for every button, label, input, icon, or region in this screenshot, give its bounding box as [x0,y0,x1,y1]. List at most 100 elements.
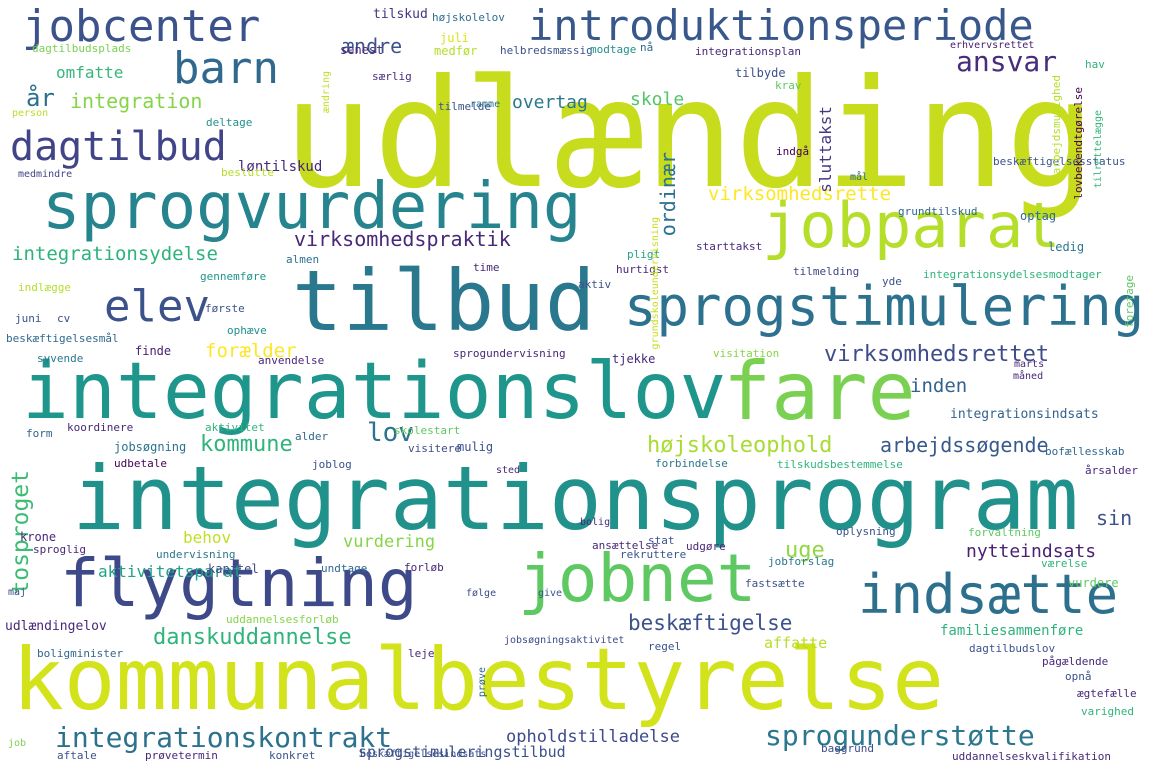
cloud-word: værelse [1041,557,1088,570]
cloud-word: tilrettelægge [1093,110,1104,189]
cloud-word: sluttakst [816,106,835,193]
cloud-word: sprogunderstøtte [765,719,1035,752]
cloud-word: undtage [321,562,368,575]
cloud-word: ændring [321,71,332,114]
cloud-word: virksomhedsrette [708,183,892,205]
cloud-word: tilmelding [793,265,860,278]
cloud-word: syvende [37,352,84,365]
cloud-word: første [205,302,245,315]
cloud-word: arbejdsmulighed [1050,75,1063,175]
cloud-word: grundtilskud [898,205,978,218]
cloud-word: marts [1014,359,1045,370]
cloud-word: anvendelse [258,354,325,367]
cloud-word: regel [648,640,682,653]
cloud-word: opholdstilladelse [506,727,680,747]
cloud-word: skolestart [394,424,461,437]
cloud-word: udgøre [686,540,726,553]
cloud-word: ledig [1048,240,1085,254]
cloud-word: medmindre [18,169,73,180]
cloud-word: behov [183,528,232,547]
cloud-word: sprogstimuleringstilbud [358,743,566,761]
cloud-word: aktivitet [205,421,265,434]
cloud-word: integrationsprogram [72,447,1079,550]
cloud-word: forbindelse [655,457,728,470]
cloud-word: måned [1013,371,1044,382]
cloud-word: beskæftigelsesmål [6,332,119,345]
cloud-word: år [26,84,55,112]
cloud-word: almen [286,253,320,266]
cloud-word: uge [785,538,825,563]
cloud-word: oplysning [836,525,896,538]
cloud-word: udlændingelov [5,619,107,634]
cloud-word: dagtilbudslov [969,642,1056,655]
cloud-word: indlægge [18,281,71,294]
cloud-word: grundskoleundervisning [650,217,661,350]
cloud-word: mulig [457,440,494,454]
cloud-word: skole [630,89,685,110]
cloud-word: koordinere [67,421,134,434]
cloud-word: juni [15,312,42,325]
cloud-word: leje [408,647,435,660]
cloud-word: prøve [477,667,488,698]
cloud-word: gennemføre [200,270,267,283]
cloud-word: indsætte [858,563,1119,626]
cloud-word: integrationsplan [695,45,801,58]
cloud-word: sin [1096,506,1133,530]
cloud-word: integrationsydelsesmodtager [923,268,1102,281]
cloud-word: udbetale [114,457,167,470]
cloud-word: medfør [434,44,478,58]
cloud-word: tjekke [612,352,656,366]
cloud-word: flygtning [60,545,418,622]
cloud-word: person [12,108,49,119]
cloud-word: vurdere [1068,576,1119,590]
cloud-word: højskoleophold [647,433,833,458]
cloud-word: maj [8,587,27,598]
cloud-word: boligminister [37,647,124,660]
cloud-word: aftale [57,749,97,762]
cloud-word: juli [440,31,469,45]
cloud-word: elev [104,281,210,332]
cloud-word: time [473,261,500,274]
cloud-word: joblog [312,458,352,471]
cloud-word: baggrund [821,742,874,755]
cloud-word: kapitel [208,562,259,576]
cloud-word: job [8,738,27,749]
cloud-word: visitere [408,442,461,455]
cloud-word: nytteindsats [966,541,1097,562]
cloud-word: følge [466,588,497,599]
cloud-word: virksomhedsrettet [824,342,1050,367]
cloud-word: pligt [627,248,661,261]
cloud-word: ændre [342,34,403,58]
cloud-word: krav [775,79,802,92]
cloud-word: ægtefælle [1077,687,1137,700]
cloud-word: integrationskontrakt [55,721,393,754]
cloud-word: modtage [590,43,637,56]
cloud-word: jobforslag [768,555,835,568]
cloud-word: barn [173,43,279,94]
cloud-word: fare [723,345,916,438]
cloud-word: alder [295,430,329,443]
cloud-word: forælder [205,340,297,362]
cloud-word: sprogstimulering [624,275,1145,338]
cloud-word: konkret [269,749,316,762]
cloud-word: bolig [580,517,611,528]
cloud-word: hurtigst [616,263,669,276]
cloud-word: prøvetermin [145,749,218,762]
cloud-word: ansættelse [592,539,659,552]
cloud-word: hav [1085,58,1105,71]
cloud-word: beskæftigelsesstatus [993,155,1126,168]
cloud-word: visitation [713,347,780,360]
cloud-word: opnå [1065,670,1092,683]
cloud-word: integration [70,89,203,113]
cloud-word: forvaltning [968,526,1041,539]
cloud-word: rekruttere [620,548,687,561]
cloud-word: aktiv [578,278,612,291]
cloud-word: beskæftigelse [628,611,793,635]
cloud-word: tilskud [373,7,428,22]
cloud-word: dagtilbudsplads [32,42,132,55]
cloud-word: løntilskud [238,159,323,175]
cloud-word: nå [640,41,654,54]
cloud-word: undervisning [156,548,236,561]
cloud-word: foretage [1123,275,1136,328]
